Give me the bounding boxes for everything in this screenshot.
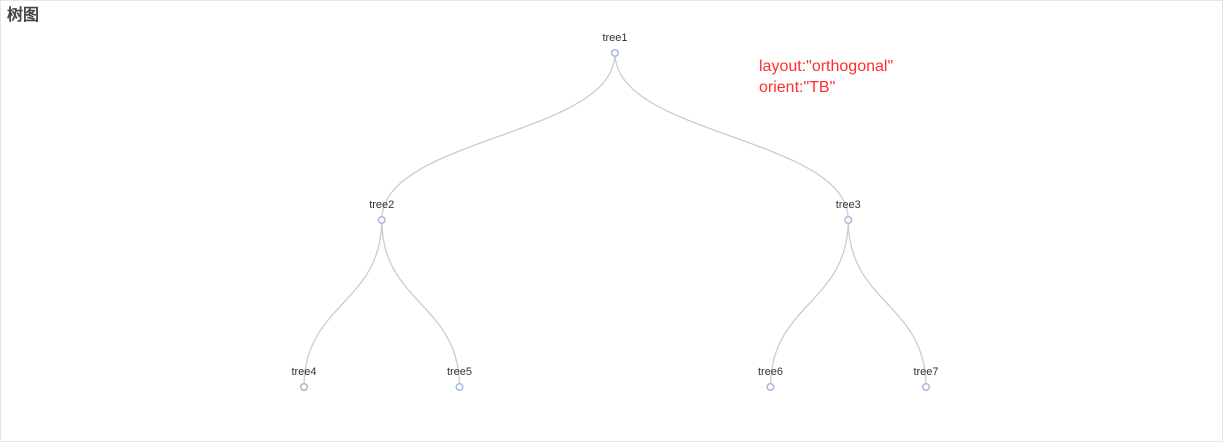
node-label: tree7 xyxy=(913,366,938,378)
tree-node-tree5[interactable]: tree5 xyxy=(447,366,472,392)
link-tree2-tree4 xyxy=(303,219,383,388)
tree-node-tree1[interactable]: tree1 xyxy=(602,32,628,58)
tree-node-tree3[interactable]: tree3 xyxy=(836,199,861,225)
node-marker[interactable] xyxy=(766,382,775,392)
tree-node-tree4[interactable]: tree4 xyxy=(291,366,317,392)
link-tree3-tree6 xyxy=(769,219,849,388)
node-label: tree2 xyxy=(369,199,394,211)
node-marker[interactable] xyxy=(610,48,620,58)
links-layer xyxy=(303,52,927,388)
layout-annotation: layout:"orthogonal" orient:"TB" xyxy=(759,56,893,98)
nodes-layer: tree1 tree2 tree4 tree5 tree3 tree6 tree7 xyxy=(291,32,939,392)
orient-annotation-line: orient:"TB" xyxy=(759,79,836,96)
node-marker[interactable] xyxy=(921,382,931,392)
node-marker[interactable] xyxy=(377,215,386,225)
node-marker[interactable] xyxy=(455,382,464,392)
chart-title: 树图 xyxy=(7,5,40,24)
link-tree3-tree7 xyxy=(847,219,927,388)
node-label: tree3 xyxy=(836,199,861,211)
tree-node-tree7[interactable]: tree7 xyxy=(913,366,939,392)
node-label: tree4 xyxy=(291,366,316,378)
node-marker[interactable] xyxy=(844,215,853,225)
tree-node-tree6[interactable]: tree6 xyxy=(758,366,783,392)
link-tree1-tree3 xyxy=(614,52,849,221)
link-tree1-tree2 xyxy=(381,52,616,221)
layout-annotation-line: layout:"orthogonal" xyxy=(759,58,894,75)
node-label: tree5 xyxy=(447,366,472,378)
node-label: tree1 xyxy=(602,32,627,44)
node-label: tree6 xyxy=(758,366,783,378)
link-tree2-tree5 xyxy=(381,219,461,388)
node-marker[interactable] xyxy=(299,382,309,392)
tree-node-tree2[interactable]: tree2 xyxy=(369,199,394,225)
